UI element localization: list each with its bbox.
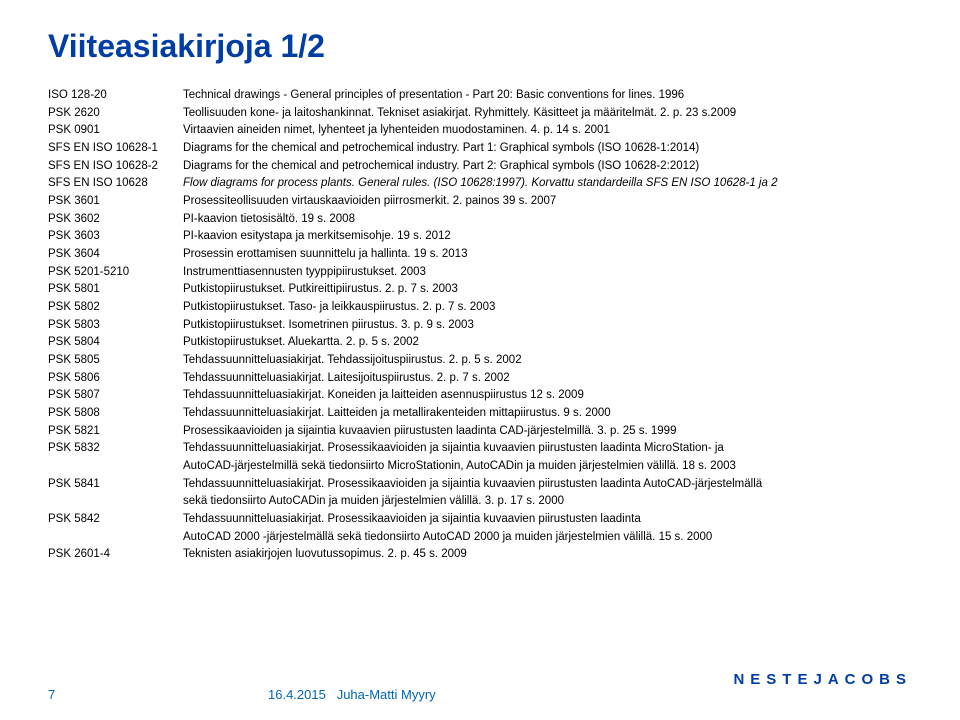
- reference-row: PSK 5821Prosessikaavioiden ja sijaintia …: [48, 423, 912, 440]
- reference-code: PSK 5804: [48, 334, 183, 351]
- reference-row: PSK 5802Putkistopiirustukset. Taso- ja l…: [48, 299, 912, 316]
- reference-desc: Tehdassuunnitteluasiakirjat. Laitesijoit…: [183, 370, 912, 387]
- reference-code: PSK 5841: [48, 476, 183, 493]
- reference-desc: Putkistopiirustukset. Aluekartta. 2. p. …: [183, 334, 912, 351]
- reference-desc: Putkistopiirustukset. Putkireittipiirust…: [183, 281, 912, 298]
- reference-desc: Tehdassuunnitteluasiakirjat. Prosessikaa…: [183, 511, 912, 528]
- reference-code: PSK 5805: [48, 352, 183, 369]
- reference-code: PSK 5801: [48, 281, 183, 298]
- reference-desc: Diagrams for the chemical and petrochemi…: [183, 158, 912, 175]
- reference-row: sekä tiedonsiirto AutoCADin ja muiden jä…: [48, 493, 912, 510]
- reference-desc: Tehdassuunnitteluasiakirjat. Koneiden ja…: [183, 387, 912, 404]
- reference-code: SFS EN ISO 10628: [48, 175, 183, 192]
- reference-desc: Instrumenttiasennusten tyyppipiirustukse…: [183, 264, 912, 281]
- reference-desc: AutoCAD 2000 -järjestelmällä sekä tiedon…: [183, 529, 912, 546]
- reference-desc: Putkistopiirustukset. Taso- ja leikkausp…: [183, 299, 912, 316]
- reference-row: PSK 5804Putkistopiirustukset. Aluekartta…: [48, 334, 912, 351]
- reference-row: PSK 3603PI-kaavion esitystapa ja merkits…: [48, 228, 912, 245]
- reference-row: PSK 5841Tehdassuunnitteluasiakirjat. Pro…: [48, 476, 912, 493]
- reference-code: ISO 128-20: [48, 87, 183, 104]
- reference-row: AutoCAD 2000 -järjestelmällä sekä tiedon…: [48, 529, 912, 546]
- slide: Viiteasiakirjoja 1/2 ISO 128-20Technical…: [0, 0, 960, 720]
- reference-row: PSK 5832Tehdassuunnitteluasiakirjat. Pro…: [48, 440, 912, 457]
- reference-row: PSK 5842Tehdassuunnitteluasiakirjat. Pro…: [48, 511, 912, 528]
- reference-row: PSK 3601Prosessiteollisuuden virtauskaav…: [48, 193, 912, 210]
- footer: 7 16.4.2015 Juha-Matti Myyry NESTEJACOBS: [0, 687, 960, 702]
- reference-desc: Teollisuuden kone- ja laitoshankinnat. T…: [183, 105, 912, 122]
- reference-row: PSK 5201-5210Instrumenttiasennusten tyyp…: [48, 264, 912, 281]
- slide-number: 7: [48, 687, 268, 702]
- reference-row: PSK 5808Tehdassuunnitteluasiakirjat. Lai…: [48, 405, 912, 422]
- logo-text: NESTEJACOBS: [733, 671, 912, 688]
- reference-code: PSK 5802: [48, 299, 183, 316]
- reference-desc: Tehdassuunnitteluasiakirjat. Prosessikaa…: [183, 440, 912, 457]
- reference-desc: Technical drawings - General principles …: [183, 87, 912, 104]
- reference-code: [48, 458, 183, 475]
- reference-row: SFS EN ISO 10628Flow diagrams for proces…: [48, 175, 912, 192]
- reference-code: PSK 3602: [48, 211, 183, 228]
- reference-code: [48, 493, 183, 510]
- reference-row: PSK 3604Prosessin erottamisen suunnittel…: [48, 246, 912, 263]
- reference-row: PSK 3602PI-kaavion tietosisältö. 19 s. 2…: [48, 211, 912, 228]
- reference-code: PSK 5807: [48, 387, 183, 404]
- footer-date: 16.4.2015: [268, 687, 326, 702]
- reference-code: PSK 5808: [48, 405, 183, 422]
- reference-row: PSK 5803Putkistopiirustukset. Isometrine…: [48, 317, 912, 334]
- reference-desc: Teknisten asiakirjojen luovutussopimus. …: [183, 546, 912, 563]
- reference-row: PSK 5801Putkistopiirustukset. Putkireitt…: [48, 281, 912, 298]
- reference-code: PSK 5832: [48, 440, 183, 457]
- reference-code: PSK 0901: [48, 122, 183, 139]
- reference-row: PSK 2620Teollisuuden kone- ja laitoshank…: [48, 105, 912, 122]
- reference-desc: Putkistopiirustukset. Isometrinen piirus…: [183, 317, 912, 334]
- reference-code: PSK 3604: [48, 246, 183, 263]
- reference-code: PSK 5201-5210: [48, 264, 183, 281]
- reference-desc: Diagrams for the chemical and petrochemi…: [183, 140, 912, 157]
- reference-row: PSK 2601-4Teknisten asiakirjojen luovutu…: [48, 546, 912, 563]
- reference-code: PSK 2620: [48, 105, 183, 122]
- reference-code: PSK 5803: [48, 317, 183, 334]
- reference-row: PSK 0901Virtaavien aineiden nimet, lyhen…: [48, 122, 912, 139]
- reference-desc: PI-kaavion esitystapa ja merkitsemisohje…: [183, 228, 912, 245]
- reference-code: PSK 5821: [48, 423, 183, 440]
- reference-desc: sekä tiedonsiirto AutoCADin ja muiden jä…: [183, 493, 912, 510]
- reference-row: PSK 5806Tehdassuunnitteluasiakirjat. Lai…: [48, 370, 912, 387]
- reference-code: SFS EN ISO 10628-2: [48, 158, 183, 175]
- footer-date-author: 16.4.2015 Juha-Matti Myyry: [268, 687, 436, 702]
- reference-code: PSK 2601-4: [48, 546, 183, 563]
- reference-code: PSK 5842: [48, 511, 183, 528]
- reference-row: SFS EN ISO 10628-1Diagrams for the chemi…: [48, 140, 912, 157]
- reference-code: PSK 5806: [48, 370, 183, 387]
- reference-desc: Tehdassuunnitteluasiakirjat. Tehdassijoi…: [183, 352, 912, 369]
- reference-desc: Tehdassuunnitteluasiakirjat. Laitteiden …: [183, 405, 912, 422]
- footer-author: Juha-Matti Myyry: [337, 687, 436, 702]
- reference-desc: Virtaavien aineiden nimet, lyhenteet ja …: [183, 122, 912, 139]
- reference-code: PSK 3603: [48, 228, 183, 245]
- reference-desc: AutoCAD-järjestelmillä sekä tiedonsiirto…: [183, 458, 912, 475]
- reference-code: PSK 3601: [48, 193, 183, 210]
- reference-row: ISO 128-20Technical drawings - General p…: [48, 87, 912, 104]
- reference-list: ISO 128-20Technical drawings - General p…: [48, 87, 912, 563]
- reference-desc: Tehdassuunnitteluasiakirjat. Prosessikaa…: [183, 476, 912, 493]
- reference-desc: Flow diagrams for process plants. Genera…: [183, 175, 912, 192]
- reference-desc: Prosessikaavioiden ja sijaintia kuvaavie…: [183, 423, 912, 440]
- reference-code: SFS EN ISO 10628-1: [48, 140, 183, 157]
- reference-row: PSK 5805Tehdassuunnitteluasiakirjat. Teh…: [48, 352, 912, 369]
- reference-desc: Prosessiteollisuuden virtauskaavioiden p…: [183, 193, 912, 210]
- reference-row: SFS EN ISO 10628-2Diagrams for the chemi…: [48, 158, 912, 175]
- reference-row: PSK 5807Tehdassuunnitteluasiakirjat. Kon…: [48, 387, 912, 404]
- slide-title: Viiteasiakirjoja 1/2: [48, 28, 912, 65]
- reference-code: [48, 529, 183, 546]
- reference-desc: Prosessin erottamisen suunnittelu ja hal…: [183, 246, 912, 263]
- company-logo: NESTEJACOBS: [733, 671, 912, 688]
- reference-desc: PI-kaavion tietosisältö. 19 s. 2008: [183, 211, 912, 228]
- reference-row: AutoCAD-järjestelmillä sekä tiedonsiirto…: [48, 458, 912, 475]
